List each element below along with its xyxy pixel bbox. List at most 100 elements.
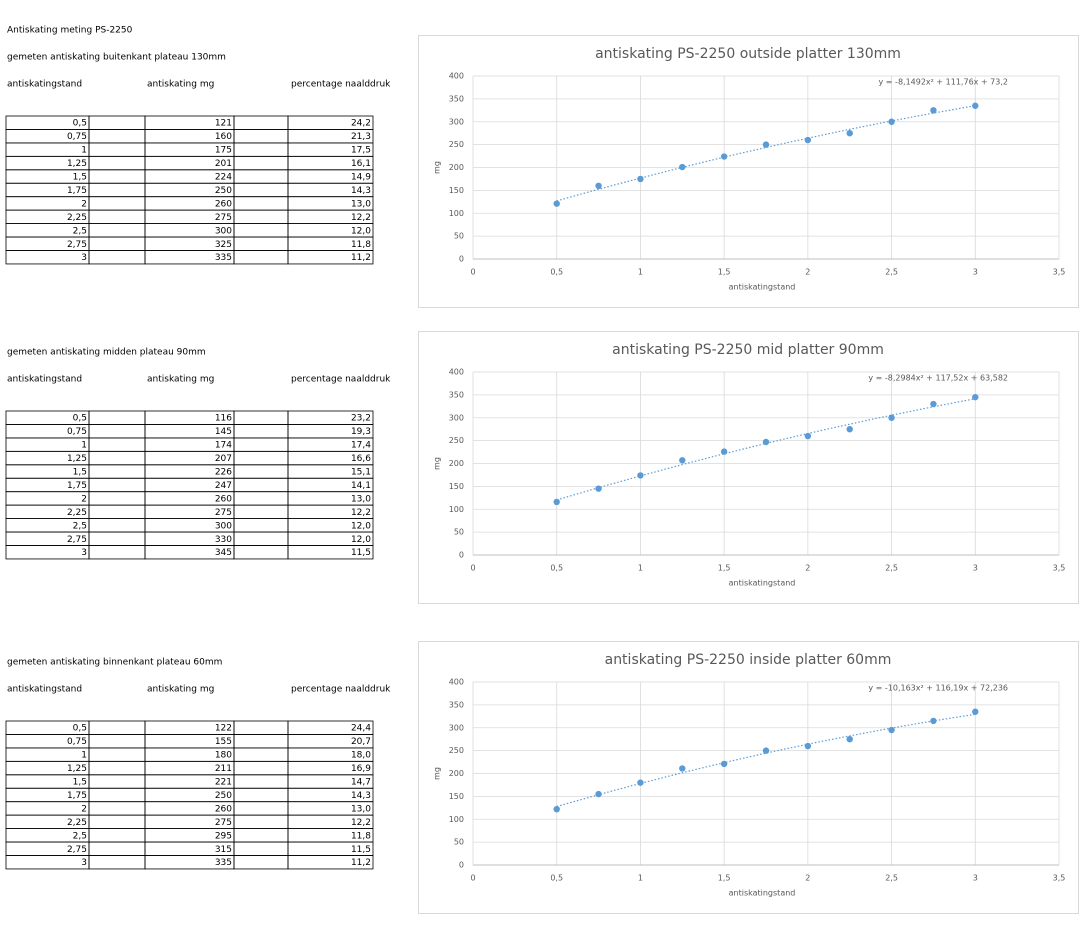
y-tick-label: 100 <box>449 505 464 514</box>
y-tick-label: 400 <box>449 368 464 377</box>
x-tick-label: 3 <box>973 874 978 883</box>
column-header: antiskating mg <box>147 375 214 385</box>
cell-value: 0,5 <box>73 414 87 424</box>
y-tick-label: 200 <box>449 459 464 468</box>
point <box>595 485 602 492</box>
x-axis-label: antiskatingstand <box>729 283 796 292</box>
cell-value: 121 <box>215 119 232 129</box>
point <box>972 708 979 715</box>
cell-value: 0,75 <box>67 737 87 747</box>
cell-value: 180 <box>215 751 232 761</box>
cell-value: 155 <box>215 737 232 747</box>
y-tick-label: 150 <box>449 792 464 801</box>
cell <box>88 196 146 211</box>
cell-value: 11,8 <box>351 240 371 250</box>
cell <box>88 424 146 439</box>
point <box>637 472 644 479</box>
point <box>930 107 937 114</box>
cell <box>233 196 289 211</box>
y-axis-label: mg <box>433 767 442 780</box>
y-tick-label: 300 <box>449 117 464 126</box>
cell-value: 16,6 <box>351 454 371 464</box>
y-axis-label: mg <box>433 161 442 174</box>
point <box>679 765 686 772</box>
cell-value: 13,0 <box>351 804 371 814</box>
cell <box>88 437 146 452</box>
cell <box>233 828 289 843</box>
chart-frame <box>418 35 1079 308</box>
x-tick-label: 2,5 <box>885 874 898 883</box>
cell <box>5 196 90 211</box>
cell <box>88 477 146 493</box>
cell-value: 11,5 <box>351 548 371 558</box>
cell-value: 11,8 <box>351 831 371 841</box>
trendline <box>556 713 976 808</box>
cell-value: 2,25 <box>67 213 87 223</box>
y-tick-label: 200 <box>449 769 464 778</box>
point <box>553 498 560 506</box>
cell-value: 11,2 <box>351 253 371 263</box>
x-tick-label: 1,5 <box>718 874 731 883</box>
cell <box>233 450 289 466</box>
x-tick-label: 2 <box>805 564 810 573</box>
y-tick-label: 150 <box>449 186 464 195</box>
cell <box>287 855 374 870</box>
column-header: percentage naalddruk <box>291 685 391 695</box>
y-tick-label: 50 <box>454 838 464 847</box>
cell <box>233 760 289 776</box>
cell <box>233 747 289 762</box>
cell-value: 3 <box>81 858 87 868</box>
cell-value: 13,0 <box>351 199 371 209</box>
cell <box>233 236 289 251</box>
x-tick-label: 3,5 <box>1053 268 1066 277</box>
point <box>972 393 979 401</box>
cell-value: 2,5 <box>73 831 87 841</box>
point <box>804 136 812 144</box>
cell-value: 2,5 <box>73 226 87 236</box>
y-tick-label: 400 <box>449 678 464 687</box>
column-header: antiskatingstand <box>7 375 82 385</box>
cell-value: 12,2 <box>351 508 371 518</box>
point <box>846 735 853 743</box>
cell-value: 3 <box>81 548 87 558</box>
sheet-title: Antiskating meting PS-2250 <box>7 26 133 36</box>
cell <box>5 545 90 560</box>
cell-value: 250 <box>215 186 232 196</box>
cell-value: 335 <box>215 253 232 263</box>
point <box>846 425 853 433</box>
x-tick-label: 1,5 <box>718 268 731 277</box>
point <box>888 726 895 734</box>
cell-value: 18,0 <box>351 751 371 761</box>
cell-value: 11,2 <box>351 858 371 868</box>
y-axis-label: mg <box>433 457 442 470</box>
cell-value: 1,75 <box>67 481 87 491</box>
cell-value: 0,75 <box>67 427 87 437</box>
cell <box>88 115 146 130</box>
cell-value: 145 <box>215 427 232 437</box>
point <box>637 175 644 183</box>
chart-title: antiskating PS-2250 mid platter 90mm <box>612 342 884 358</box>
cell <box>5 250 90 265</box>
point <box>762 747 770 754</box>
cell <box>287 545 374 560</box>
x-tick-label: 2 <box>805 268 810 277</box>
x-tick-label: 0,5 <box>550 268 563 277</box>
cell-value: 295 <box>215 831 232 841</box>
cell-value: 315 <box>215 845 232 855</box>
cell-value: 226 <box>215 468 232 478</box>
cell-value: 330 <box>215 535 232 545</box>
cell <box>233 169 289 184</box>
point <box>720 760 728 768</box>
cell <box>88 747 146 762</box>
cell-value: 2 <box>81 494 87 504</box>
y-tick-label: 250 <box>449 140 464 149</box>
cell-value: 24,4 <box>351 724 371 734</box>
cell-value: 2,75 <box>67 845 87 855</box>
cell <box>88 531 146 546</box>
cell <box>233 182 289 198</box>
cell-value: 19,3 <box>351 427 371 437</box>
x-tick-label: 0,5 <box>550 874 563 883</box>
cell-value: 221 <box>215 778 232 788</box>
cell-value: 17,4 <box>351 441 371 451</box>
cell <box>287 250 374 265</box>
